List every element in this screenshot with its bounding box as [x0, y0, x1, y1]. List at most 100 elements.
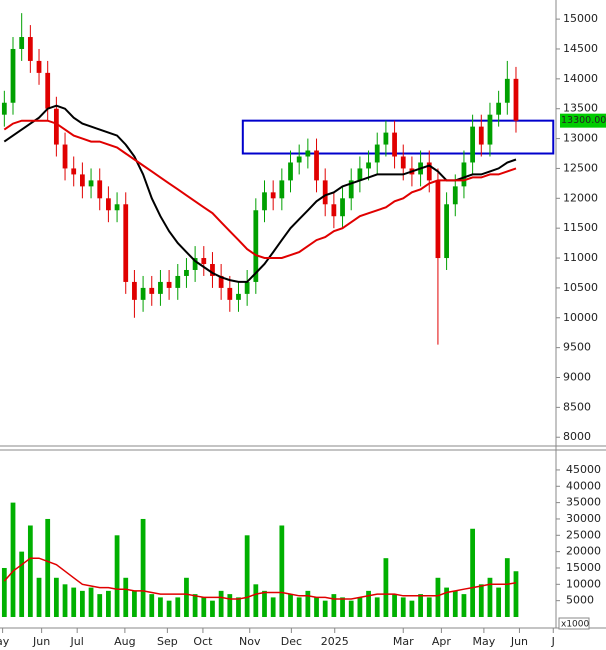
- volume-tick-label: 30000: [566, 512, 601, 525]
- candle-body: [106, 198, 111, 211]
- candle-body: [27, 37, 33, 61]
- candle-body: [357, 168, 363, 181]
- volume-bar: [201, 597, 207, 617]
- volume-bar: [322, 600, 328, 617]
- volume-bar: [392, 594, 397, 617]
- candle-body: [79, 174, 85, 187]
- volume-bar: [305, 590, 311, 617]
- y-tick-label: 9000: [563, 371, 591, 384]
- x-tick-label: Dec: [281, 635, 302, 648]
- candle-body: [62, 144, 68, 169]
- volume-bar: [478, 584, 484, 617]
- volume-bar: [253, 584, 259, 617]
- moving-average: [3, 119, 517, 259]
- y-tick-label: 13000: [563, 132, 598, 145]
- candle-body: [149, 287, 155, 294]
- candle-body: [374, 144, 380, 163]
- volume-tick-label: 20000: [566, 545, 601, 558]
- candle-body: [340, 198, 345, 217]
- candle-body: [53, 108, 59, 145]
- volume-bar: [106, 590, 111, 617]
- candle-body: [132, 281, 137, 300]
- range-box: [241, 119, 555, 155]
- x-tick-label: Jun: [32, 635, 50, 648]
- candle-body: [97, 180, 103, 199]
- volume-unit: x1000: [561, 620, 590, 630]
- candle-body: [123, 204, 129, 282]
- volume-bar: [149, 594, 155, 617]
- candle-body: [366, 162, 371, 169]
- volume-bar: [288, 594, 293, 617]
- x-tick-label: Oct: [193, 635, 213, 648]
- volume-bar: [45, 518, 51, 617]
- candle-body: [45, 72, 51, 109]
- y-tick-label: 12500: [563, 161, 598, 174]
- volume-bar: [10, 502, 16, 617]
- y-tick-label: 11000: [563, 251, 598, 264]
- volume-bar: [496, 587, 502, 617]
- volume-bar: [140, 518, 146, 617]
- volume-bar: [504, 558, 510, 617]
- candle-body: [71, 168, 77, 175]
- candle-body: [452, 186, 458, 205]
- candle-body: [513, 78, 519, 121]
- candle-body: [392, 132, 397, 157]
- volume-bar: [400, 597, 406, 617]
- volume-bar: [132, 590, 137, 617]
- volume-bar: [348, 600, 354, 617]
- volume-bar: [296, 597, 302, 617]
- candle-body: [288, 162, 293, 181]
- volume-tick-label: 25000: [566, 528, 601, 541]
- volume-bar: [218, 590, 224, 617]
- candle-body: [88, 180, 94, 187]
- candle-body: [210, 264, 215, 276]
- volume-tick-label: 5000: [566, 594, 594, 607]
- last-price-box: [560, 113, 606, 128]
- volume-bar: [88, 587, 94, 617]
- volume-bar: [435, 577, 441, 617]
- candle-body: [166, 281, 172, 288]
- volume-bar: [210, 600, 215, 617]
- candle-body: [1, 102, 7, 115]
- candle-body: [218, 275, 224, 288]
- candle-body: [400, 156, 406, 169]
- candle-body: [158, 281, 163, 294]
- volume-bar: [53, 577, 59, 617]
- y-tick-label: 10000: [563, 311, 598, 324]
- volume-bar: [227, 594, 233, 617]
- candle-body: [262, 192, 267, 211]
- candle-body: [10, 48, 16, 103]
- candle-body: [444, 204, 449, 259]
- volume-bar: [175, 597, 181, 617]
- candle-body: [201, 258, 207, 265]
- candle-body: [236, 293, 241, 300]
- volume-bar: [158, 597, 163, 617]
- volume-bar: [340, 597, 345, 617]
- candle-body: [314, 150, 319, 181]
- y-tick-label: 13500: [563, 102, 598, 115]
- x-tick-label: Sep: [157, 635, 178, 648]
- candle-body: [426, 162, 432, 181]
- volume-tick-label: 40000: [566, 479, 601, 492]
- volume-bar: [461, 594, 467, 617]
- y-tick-label: 12000: [563, 191, 598, 204]
- volume-bar: [366, 590, 371, 617]
- x-tick-label: J: [551, 635, 555, 648]
- volume-bar: [166, 600, 172, 617]
- volume-bar: [444, 587, 449, 617]
- volume-tick-label: 15000: [566, 561, 601, 574]
- candle-body: [487, 114, 493, 145]
- volume-bar: [314, 597, 319, 617]
- candle-body: [470, 126, 476, 163]
- x-tick-label: Jun: [510, 635, 528, 648]
- volume-bar: [513, 571, 519, 617]
- volume-tick-label: 35000: [566, 496, 601, 509]
- volume-bar: [331, 594, 337, 617]
- candle-body: [253, 210, 259, 282]
- x-tick-label: 2025: [321, 635, 349, 648]
- y-tick-label: 11500: [563, 221, 598, 234]
- volume-bar: [192, 594, 198, 617]
- candle-body: [478, 126, 484, 145]
- unit-box: [558, 617, 590, 630]
